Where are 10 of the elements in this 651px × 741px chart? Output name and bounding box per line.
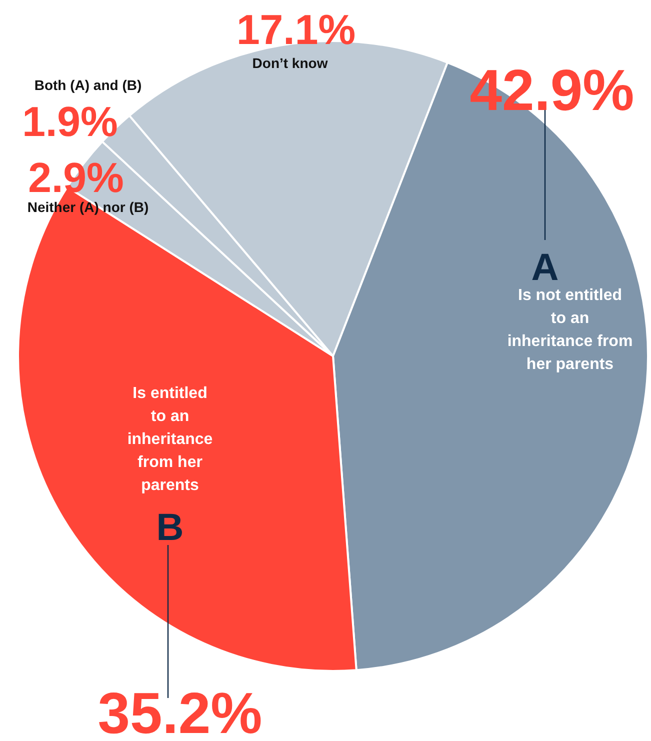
text: A xyxy=(531,247,559,289)
data-label: 35.2% xyxy=(98,681,262,741)
text: B xyxy=(156,507,184,549)
slice-label: Both (A) and (B) xyxy=(34,77,142,93)
slice-label: Is not entitled to an inheritance from her parents xyxy=(507,287,633,373)
slice-label: Don’t know xyxy=(252,55,328,71)
data-label: 2.9% xyxy=(28,154,124,201)
slice-label: Is entitled to an inheritance from her parents xyxy=(127,385,213,494)
data-label: 17.1% xyxy=(236,6,356,53)
data-label: 1.9% xyxy=(22,98,118,145)
